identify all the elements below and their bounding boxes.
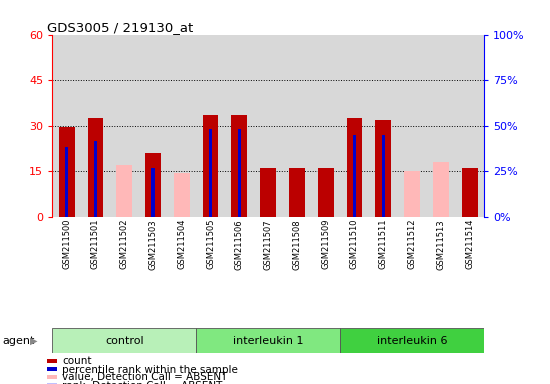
Bar (65, 147, 68, 217)
Text: GSM211506: GSM211506 (235, 219, 244, 270)
Bar (375, 120, 391, 217)
Bar (81, 35, 110, 217)
Text: GSM211508: GSM211508 (293, 219, 301, 270)
Bar (353, 135, 356, 217)
Text: interleukin 6: interleukin 6 (377, 336, 447, 346)
Bar (283, 35, 311, 217)
Bar (260, 168, 276, 217)
Text: GSM211512: GSM211512 (408, 219, 416, 270)
Bar (59, 127, 75, 217)
Bar (340, 35, 369, 217)
Text: GSM211500: GSM211500 (62, 219, 71, 270)
Bar (145, 153, 161, 217)
Text: rank, Detection Call = ABSENT: rank, Detection Call = ABSENT (62, 381, 223, 384)
Bar (404, 171, 420, 217)
Text: GSM211511: GSM211511 (379, 219, 388, 270)
Text: GSM211505: GSM211505 (206, 219, 215, 270)
Text: interleukin 1: interleukin 1 (233, 336, 304, 346)
Bar (238, 129, 241, 217)
Text: GSM211509: GSM211509 (321, 219, 330, 270)
Text: ▶: ▶ (30, 336, 38, 346)
Bar (110, 35, 139, 217)
Bar (426, 35, 455, 217)
Text: count: count (62, 356, 92, 366)
Bar (139, 35, 167, 217)
Bar (94, 141, 97, 217)
Text: GSM211501: GSM211501 (91, 219, 100, 270)
Text: GSM211510: GSM211510 (350, 219, 359, 270)
Bar (151, 168, 155, 217)
Bar (202, 115, 218, 217)
Text: GDS3005 / 219130_at: GDS3005 / 219130_at (47, 21, 193, 34)
FancyBboxPatch shape (340, 328, 484, 353)
Bar (232, 115, 248, 217)
Text: value, Detection Call = ABSENT: value, Detection Call = ABSENT (62, 372, 228, 382)
Bar (346, 118, 362, 217)
Bar (209, 129, 212, 217)
Bar (461, 168, 477, 217)
FancyBboxPatch shape (52, 328, 196, 353)
Bar (318, 168, 334, 217)
Bar (369, 35, 398, 217)
Text: GSM211503: GSM211503 (148, 219, 157, 270)
Text: percentile rank within the sample: percentile rank within the sample (62, 365, 238, 375)
Bar (52, 35, 81, 217)
Bar (398, 35, 426, 217)
Text: GSM211513: GSM211513 (436, 219, 446, 270)
Bar (289, 168, 305, 217)
Bar (382, 135, 385, 217)
Bar (196, 35, 225, 217)
Text: GSM211514: GSM211514 (465, 219, 474, 270)
Bar (225, 35, 254, 217)
Bar (116, 165, 132, 217)
Bar (433, 162, 449, 217)
Text: GSM211507: GSM211507 (263, 219, 273, 270)
Bar (455, 35, 484, 217)
Text: GSM211504: GSM211504 (177, 219, 186, 270)
Bar (174, 173, 190, 217)
Bar (167, 35, 196, 217)
Text: GSM211502: GSM211502 (120, 219, 129, 270)
Text: control: control (105, 336, 144, 346)
Text: agent: agent (3, 336, 35, 346)
Bar (87, 118, 103, 217)
Bar (311, 35, 340, 217)
FancyBboxPatch shape (196, 328, 340, 353)
Bar (254, 35, 283, 217)
